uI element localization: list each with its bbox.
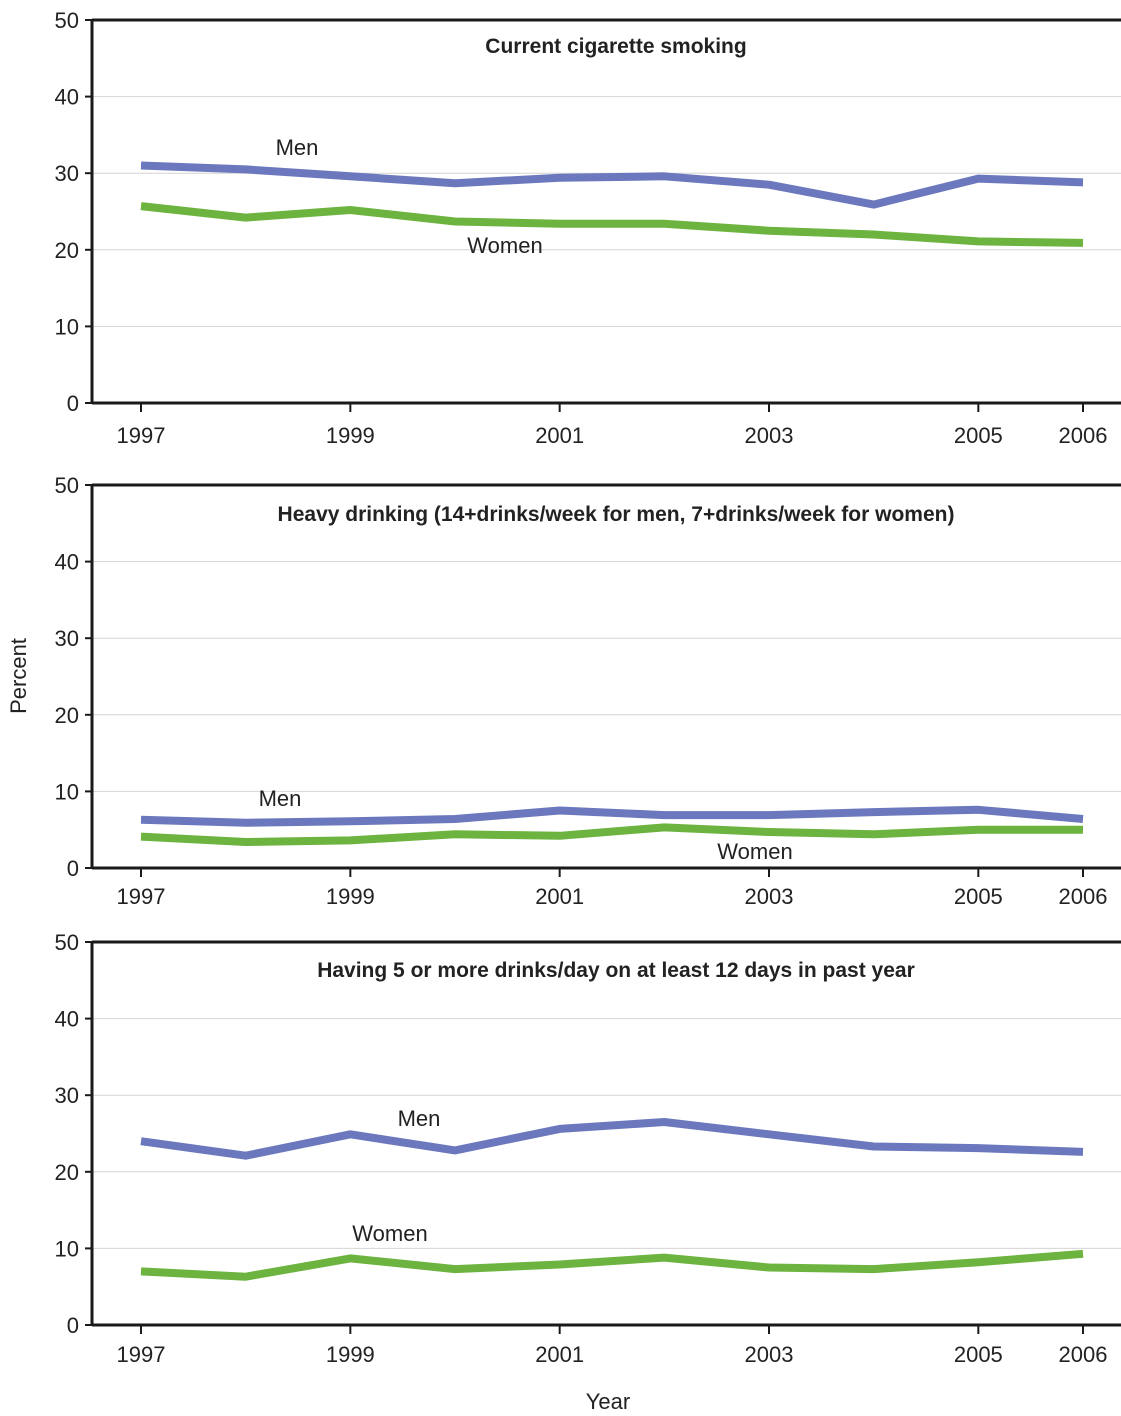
y-tick-label: 50 — [55, 8, 79, 33]
y-tick-label: 0 — [67, 1313, 79, 1338]
series-line-women — [140, 823, 1083, 846]
series-label-men: Men — [276, 135, 319, 160]
y-tick-label: 20 — [55, 1160, 79, 1185]
y-tick-label: 30 — [55, 161, 79, 186]
x-tick-label: 1999 — [326, 423, 375, 448]
x-tick-label: 1997 — [117, 423, 166, 448]
series-line-women — [140, 1249, 1084, 1281]
x-tick-label: 2005 — [954, 1342, 1003, 1367]
y-tick-label: 20 — [55, 703, 79, 728]
x-axis-label: Year — [586, 1389, 630, 1414]
x-tick-label: 2006 — [1059, 884, 1108, 909]
x-tick-label: 2003 — [745, 1342, 794, 1367]
y-tick-label: 30 — [55, 626, 79, 651]
y-tick-label: 10 — [55, 779, 79, 804]
y-tick-label: 40 — [55, 550, 79, 575]
x-tick-label: 1999 — [326, 884, 375, 909]
x-tick-label: 2006 — [1059, 423, 1108, 448]
series-label-men: Men — [259, 786, 302, 811]
series-label-men: Men — [398, 1106, 441, 1131]
y-axis-label: Percent — [6, 638, 31, 714]
x-tick-label: 2001 — [535, 423, 584, 448]
x-tick-label: 1997 — [117, 884, 166, 909]
y-tick-label: 40 — [55, 85, 79, 110]
series-line-men — [140, 1118, 1084, 1160]
series-line-men — [140, 805, 1084, 827]
series-line-men — [140, 161, 1084, 209]
y-tick-label: 0 — [67, 391, 79, 416]
y-tick-label: 0 — [67, 856, 79, 881]
x-tick-label: 2006 — [1059, 1342, 1108, 1367]
y-tick-label: 20 — [55, 238, 79, 263]
x-tick-label: 2001 — [535, 1342, 584, 1367]
series-line-women — [140, 202, 1084, 247]
panel-title: Having 5 or more drinks/day on at least … — [317, 959, 915, 982]
x-tick-label: 2001 — [535, 884, 584, 909]
x-tick-label: 2003 — [745, 884, 794, 909]
x-tick-label: 2005 — [954, 423, 1003, 448]
panel-title: Current cigarette smoking — [485, 35, 746, 58]
x-tick-label: 1999 — [326, 1342, 375, 1367]
panel-title: Heavy drinking (14+drinks/week for men, … — [278, 503, 955, 526]
y-tick-label: 40 — [55, 1007, 79, 1032]
series-label-women: Women — [352, 1221, 427, 1246]
series-label-women: Women — [467, 233, 542, 258]
y-tick-label: 50 — [55, 930, 79, 955]
y-tick-label: 10 — [55, 314, 79, 339]
x-tick-label: 1997 — [117, 1342, 166, 1367]
series-label-women: Women — [717, 839, 792, 864]
y-tick-label: 50 — [55, 473, 79, 498]
y-tick-label: 30 — [55, 1083, 79, 1108]
x-tick-label: 2005 — [954, 884, 1003, 909]
x-tick-label: 2003 — [745, 423, 794, 448]
y-tick-label: 10 — [55, 1236, 79, 1261]
